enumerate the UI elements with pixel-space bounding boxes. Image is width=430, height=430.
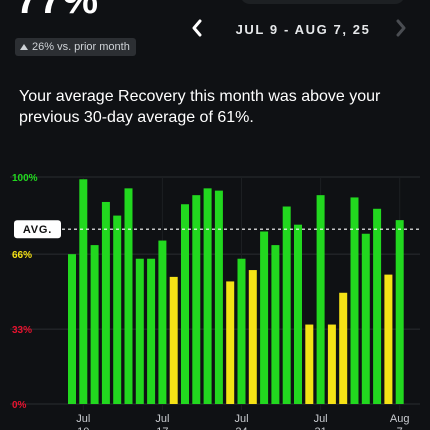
x-tick-month: Aug	[390, 413, 410, 425]
bar	[316, 195, 325, 404]
x-tick-day: 24	[235, 426, 247, 430]
bar	[124, 188, 133, 404]
bar	[90, 245, 99, 404]
y-tick-label: 100%	[12, 173, 38, 184]
bar	[294, 224, 302, 404]
x-tick-day: 17	[156, 426, 168, 430]
bar	[135, 258, 144, 404]
previous-period-button[interactable]	[189, 18, 205, 38]
bar	[373, 208, 382, 404]
x-tick-month: Jul	[314, 413, 328, 425]
y-tick-label: 66%	[12, 250, 32, 261]
bar	[203, 188, 212, 404]
bar	[68, 254, 76, 404]
bar	[147, 258, 156, 404]
next-period-button[interactable]	[393, 18, 409, 38]
average-label: AVG.	[23, 224, 52, 236]
bar	[214, 190, 223, 404]
bar	[181, 204, 189, 404]
triangle-up-icon	[20, 44, 28, 50]
bar	[327, 324, 336, 404]
bar	[79, 179, 88, 404]
bar	[260, 231, 269, 404]
recovery-percentage: 77%	[16, 0, 100, 22]
bar	[226, 281, 235, 404]
x-tick-month: Jul	[76, 413, 90, 425]
bar	[395, 220, 404, 404]
date-range: JUL 9 - AUG 7, 25	[235, 22, 371, 37]
delta-badge: 26% vs. prior month	[15, 38, 136, 56]
x-tick-month: Jul	[234, 413, 248, 425]
bar	[305, 324, 314, 404]
bar	[384, 274, 393, 404]
bar	[158, 240, 167, 404]
bar	[192, 195, 201, 404]
x-tick-day: 10	[77, 426, 89, 430]
delta-text: 26% vs. prior month	[32, 41, 130, 53]
average-badge	[14, 220, 61, 239]
bar	[237, 258, 246, 404]
bar	[271, 245, 280, 404]
y-tick-label: 33%	[12, 325, 32, 336]
top-pill	[240, 0, 405, 4]
bar	[339, 292, 348, 404]
y-tick-label: 0%	[12, 400, 27, 411]
bar	[248, 270, 257, 404]
bar	[361, 233, 370, 404]
x-tick-day: 31	[314, 426, 326, 430]
x-tick-month: Jul	[155, 413, 169, 425]
bar	[101, 201, 110, 404]
bar	[113, 215, 122, 404]
chevron-right-icon	[396, 19, 406, 37]
bar	[350, 197, 359, 404]
recovery-chart: 100%66%33%0%AVG.Jul10Jul17Jul24Jul31Aug7	[10, 173, 420, 430]
bar	[282, 206, 291, 404]
summary-text: Your average Recovery this month was abo…	[19, 88, 381, 126]
x-tick-day: 7	[397, 426, 403, 430]
bar	[169, 276, 178, 404]
chevron-left-icon	[192, 19, 202, 37]
